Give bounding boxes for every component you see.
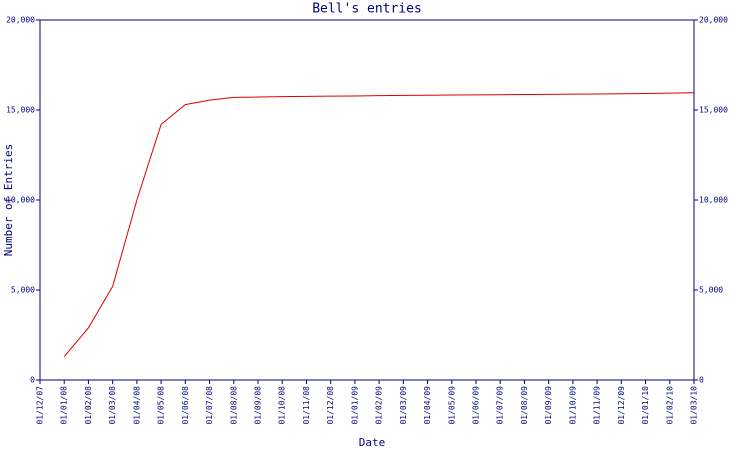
x-tick-label: 01/11/09 [593, 386, 602, 425]
x-tick-label: 01/08/08 [229, 386, 238, 425]
x-tick-label: 01/01/09 [350, 386, 359, 425]
x-tick-label: 01/03/08 [108, 386, 117, 425]
y-tick-label: 5,000 [11, 286, 35, 295]
x-tick-label: 01/10/08 [278, 386, 287, 425]
x-tick-label: 01/06/08 [181, 386, 190, 425]
y2-tick-label: 10,000 [699, 196, 728, 205]
y-axis-label: Number of Entries [2, 144, 15, 257]
y-tick-label: 15,000 [6, 106, 35, 115]
chart-title: Bell's entries [312, 2, 422, 17]
plot-frame [39, 19, 695, 381]
y-tick-label: 0 [30, 376, 35, 385]
x-tick-label: 01/01/08 [60, 386, 69, 425]
x-tick-label: 01/09/08 [254, 386, 263, 425]
y2-tick-label: 20,000 [699, 16, 728, 25]
y-tick-label: 10,000 [6, 196, 35, 205]
y-tick-label: 20,000 [6, 16, 35, 25]
x-tick-label: 01/07/09 [496, 386, 505, 425]
x-tick-label: 01/05/09 [447, 386, 456, 425]
x-tick-label: 01/12/09 [617, 386, 626, 425]
x-tick-label: 01/02/10 [665, 386, 674, 425]
x-tick-label: 01/12/07 [36, 386, 45, 425]
x-tick-label: 01/05/08 [157, 386, 166, 425]
x-tick-label: 01/03/09 [399, 386, 408, 425]
x-tick-label: 01/02/09 [375, 386, 384, 425]
x-tick-label: 01/01/10 [641, 386, 650, 425]
x-tick-label: 01/04/08 [132, 386, 141, 425]
x-tick-label: 01/11/08 [302, 386, 311, 425]
x-tick-label: 01/06/09 [472, 386, 481, 425]
x-tick-label: 01/08/09 [520, 386, 529, 425]
x-tick-label: 01/09/09 [544, 386, 553, 425]
x-axis-label: Date [359, 436, 386, 449]
x-tick-label: 01/10/09 [568, 386, 577, 425]
y2-tick-label: 15,000 [699, 106, 728, 115]
x-tick-label: 01/12/08 [326, 386, 335, 425]
y2-tick-label: 5,000 [699, 286, 723, 295]
x-tick-label: 01/03/10 [690, 386, 699, 425]
x-tick-label: 01/04/09 [423, 386, 432, 425]
x-tick-label: 01/02/08 [84, 386, 93, 425]
x-tick-label: 01/07/08 [205, 386, 214, 425]
data-line [63, 92, 695, 357]
y2-tick-label: 0 [699, 376, 704, 385]
